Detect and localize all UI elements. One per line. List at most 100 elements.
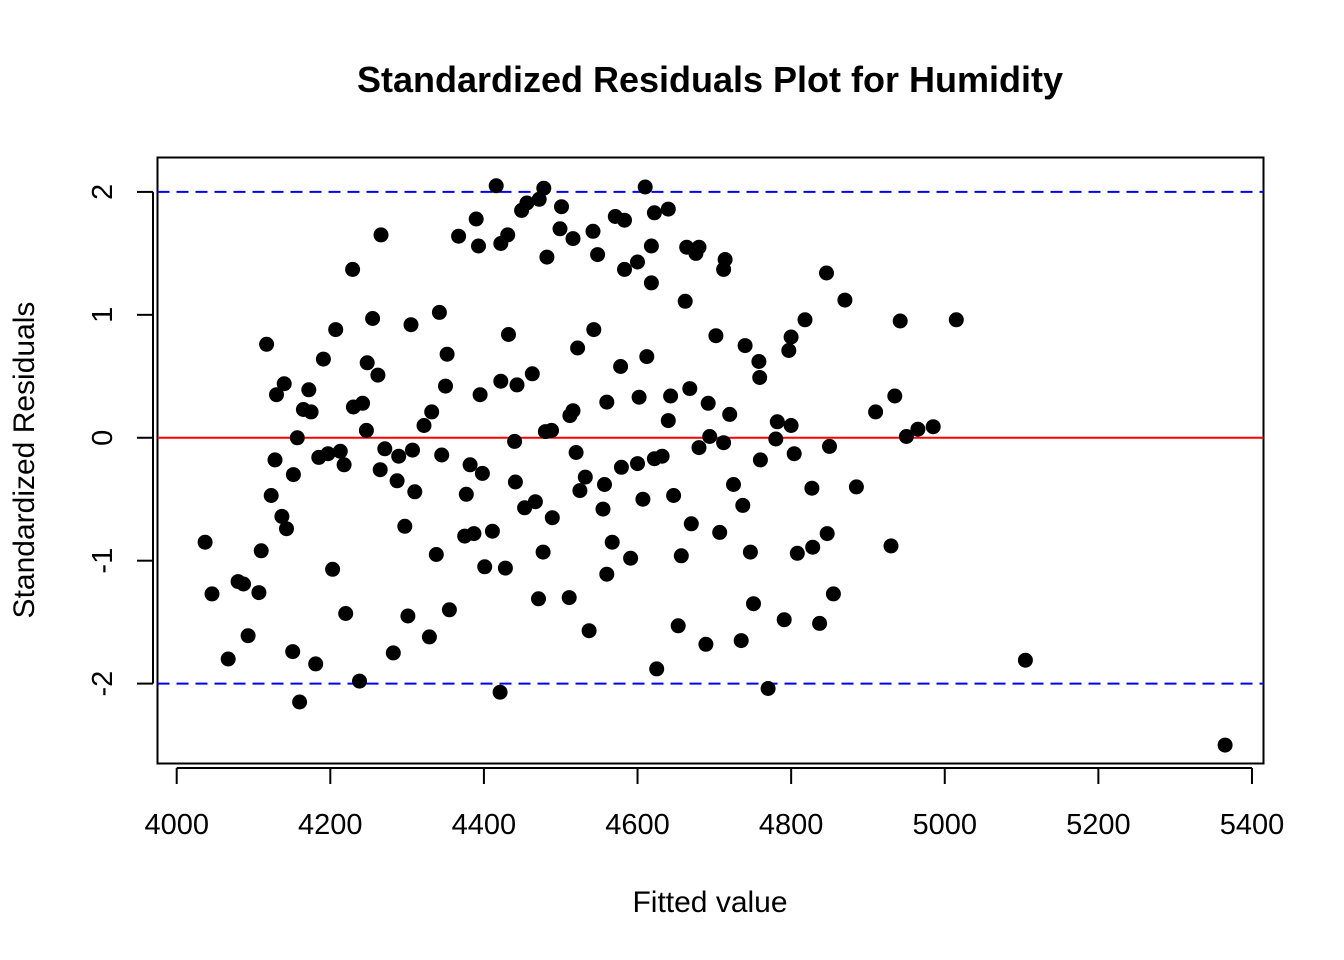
data-point <box>544 422 559 438</box>
data-point <box>825 586 841 602</box>
y-axis: -2 -1 0 1 2 <box>87 184 154 696</box>
data-point <box>488 178 504 194</box>
data-point <box>397 518 413 534</box>
data-point <box>789 545 805 561</box>
x-tick-label: 5200 <box>1066 809 1131 841</box>
data-point <box>631 389 647 405</box>
x-tick-label: 5400 <box>1220 809 1285 841</box>
data-point <box>251 585 267 601</box>
data-point <box>769 414 785 430</box>
data-point <box>285 644 301 660</box>
chart-title: Standardized Residuals Plot for Humidity <box>357 59 1063 100</box>
data-point <box>663 388 679 404</box>
data-point <box>477 559 493 575</box>
data-point <box>737 338 753 354</box>
data-point <box>527 494 543 510</box>
data-point <box>883 538 899 554</box>
data-point <box>285 467 301 483</box>
data-point <box>613 459 629 475</box>
data-point <box>700 395 716 411</box>
data-point <box>679 239 695 255</box>
data-point <box>691 440 707 456</box>
data-point <box>568 445 584 460</box>
data-point <box>716 261 732 277</box>
data-point <box>617 261 632 277</box>
data-point <box>797 312 813 328</box>
data-point <box>501 327 516 342</box>
data-point <box>338 606 354 621</box>
data-point <box>320 446 336 462</box>
data-point <box>535 544 551 560</box>
data-point <box>677 293 693 309</box>
data-point <box>586 322 602 338</box>
data-point <box>416 418 432 433</box>
data-point <box>492 684 508 700</box>
data-point <box>497 560 513 576</box>
data-point <box>646 451 662 467</box>
data-point <box>805 539 821 555</box>
data-point <box>407 484 423 500</box>
data-point <box>531 591 546 607</box>
data-point <box>236 576 251 592</box>
data-point <box>315 351 331 367</box>
data-point <box>308 656 324 672</box>
data-point <box>604 534 620 550</box>
x-tick-label: 4800 <box>759 809 824 841</box>
data-point <box>325 561 341 577</box>
data-point <box>336 457 352 473</box>
data-point <box>812 615 828 631</box>
data-point <box>848 479 864 495</box>
data-point <box>898 429 914 444</box>
data-point <box>925 419 941 435</box>
data-point <box>370 367 386 383</box>
data-point <box>301 382 317 398</box>
data-point <box>197 534 213 550</box>
data-point <box>804 480 820 496</box>
data-point <box>428 547 444 562</box>
data-point <box>660 201 676 217</box>
data-point <box>468 211 484 227</box>
data-point <box>274 508 290 524</box>
data-point <box>577 469 593 485</box>
data-point <box>613 359 629 374</box>
data-point <box>666 488 682 503</box>
data-point <box>373 227 389 243</box>
data-point <box>509 377 525 393</box>
data-point <box>742 544 758 560</box>
data-point <box>670 618 686 634</box>
data-point <box>263 488 279 503</box>
data-point <box>466 526 482 542</box>
data-point <box>746 596 761 612</box>
data-point <box>519 195 535 211</box>
data-point <box>524 366 540 382</box>
data-point <box>434 447 450 463</box>
data-point <box>735 497 751 513</box>
data-point <box>643 275 659 291</box>
data-point <box>259 336 275 352</box>
data-point <box>565 231 581 247</box>
data-point <box>683 516 699 532</box>
data-point <box>424 404 440 420</box>
data-point <box>722 406 738 422</box>
y-axis-label: Standardized Residuals <box>8 302 41 619</box>
data-point <box>289 430 305 446</box>
x-tick-label: 4600 <box>605 809 670 841</box>
data-point <box>507 433 523 449</box>
data-point <box>403 317 419 333</box>
data-point <box>400 608 416 624</box>
data-point <box>822 438 837 454</box>
data-point <box>570 340 586 356</box>
data-point <box>572 483 588 499</box>
data-point <box>887 388 903 404</box>
data-point <box>599 566 615 582</box>
data-point <box>345 261 361 277</box>
data-point <box>786 446 802 462</box>
data-point <box>837 292 853 308</box>
data-point <box>292 694 308 710</box>
data-point <box>585 223 601 239</box>
data-point <box>781 343 797 358</box>
data-point <box>562 408 578 424</box>
data-point <box>204 586 220 602</box>
data-point <box>484 523 500 539</box>
data-point <box>365 311 381 326</box>
